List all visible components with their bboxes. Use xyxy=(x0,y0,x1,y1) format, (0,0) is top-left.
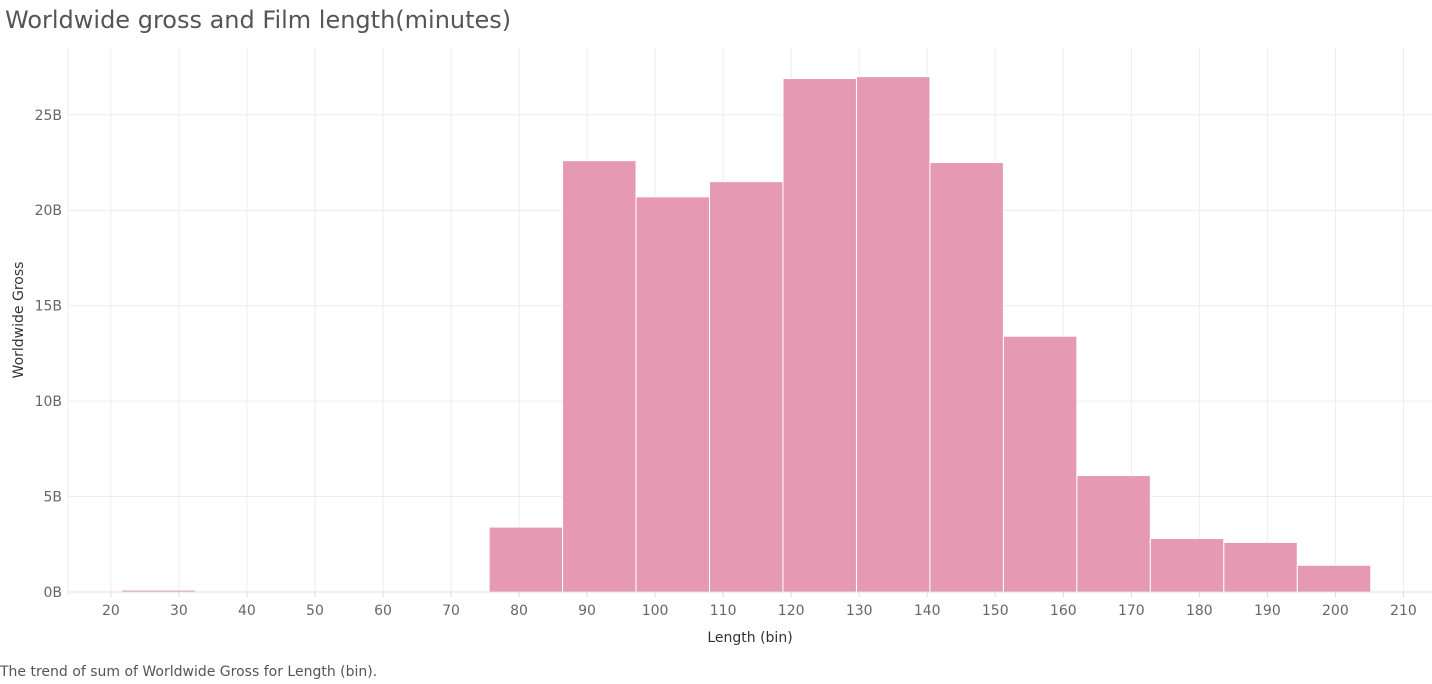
bars-layer xyxy=(121,76,1372,593)
histogram-bar[interactable] xyxy=(1149,538,1225,593)
histogram-bar[interactable] xyxy=(709,181,784,593)
y-tick-label: 20B xyxy=(35,203,62,219)
x-tick-label: 140 xyxy=(914,603,941,619)
x-tick-label: 160 xyxy=(1050,603,1077,619)
x-tick-label: 90 xyxy=(578,603,596,619)
histogram-bar[interactable] xyxy=(488,526,564,593)
y-axis-label: Worldwide Gross xyxy=(11,262,27,379)
x-tick-label: 20 xyxy=(102,603,120,619)
histogram-bar[interactable] xyxy=(1223,541,1298,593)
histogram-bar[interactable] xyxy=(929,162,1004,593)
histogram-bar[interactable] xyxy=(782,78,857,593)
x-tick-label: 210 xyxy=(1390,603,1417,619)
histogram-bar[interactable] xyxy=(1296,564,1372,593)
chart-title: Worldwide gross and Film length(minutes) xyxy=(5,6,512,34)
x-tick-label: 120 xyxy=(778,603,805,619)
x-tick-label: 30 xyxy=(170,603,188,619)
y-tick-label: 0B xyxy=(43,585,62,601)
histogram-bar[interactable] xyxy=(635,196,711,593)
x-tick-label: 80 xyxy=(510,603,528,619)
y-tick-label: 5B xyxy=(43,490,62,506)
x-tick-label: 180 xyxy=(1186,603,1213,619)
x-tick-label: 190 xyxy=(1254,603,1281,619)
x-tick-label: 60 xyxy=(374,603,392,619)
x-tick-label: 40 xyxy=(238,603,256,619)
x-tick-label: 150 xyxy=(982,603,1009,619)
x-tick-label: 170 xyxy=(1118,603,1145,619)
histogram-chart: 20 30 40 50 60 70 80 90 100 110 120 130 140 150 160 170… xyxy=(11,48,1432,646)
x-tick-label: 110 xyxy=(710,603,737,619)
histogram-bar[interactable] xyxy=(855,76,931,593)
axes-layer: 20 30 40 50 60 70 80 90 100 110 120 130 140 150 160 170… xyxy=(35,108,1432,619)
chart-caption: The trend of sum of Worldwide Gross for … xyxy=(0,664,378,680)
y-tick-label: 15B xyxy=(35,299,62,315)
x-tick-label: 130 xyxy=(846,603,873,619)
x-tick-label: 200 xyxy=(1322,603,1349,619)
histogram-bar[interactable] xyxy=(562,160,637,593)
x-tick-label: 50 xyxy=(306,603,324,619)
x-axis-label: Length (bin) xyxy=(707,630,792,646)
x-tick-label: 100 xyxy=(642,603,669,619)
y-tick-label: 25B xyxy=(35,108,62,124)
y-tick-label: 10B xyxy=(35,394,62,410)
histogram-bar[interactable] xyxy=(1002,335,1078,593)
x-tick-label: 70 xyxy=(442,603,460,619)
histogram-bar[interactable] xyxy=(1076,475,1151,593)
